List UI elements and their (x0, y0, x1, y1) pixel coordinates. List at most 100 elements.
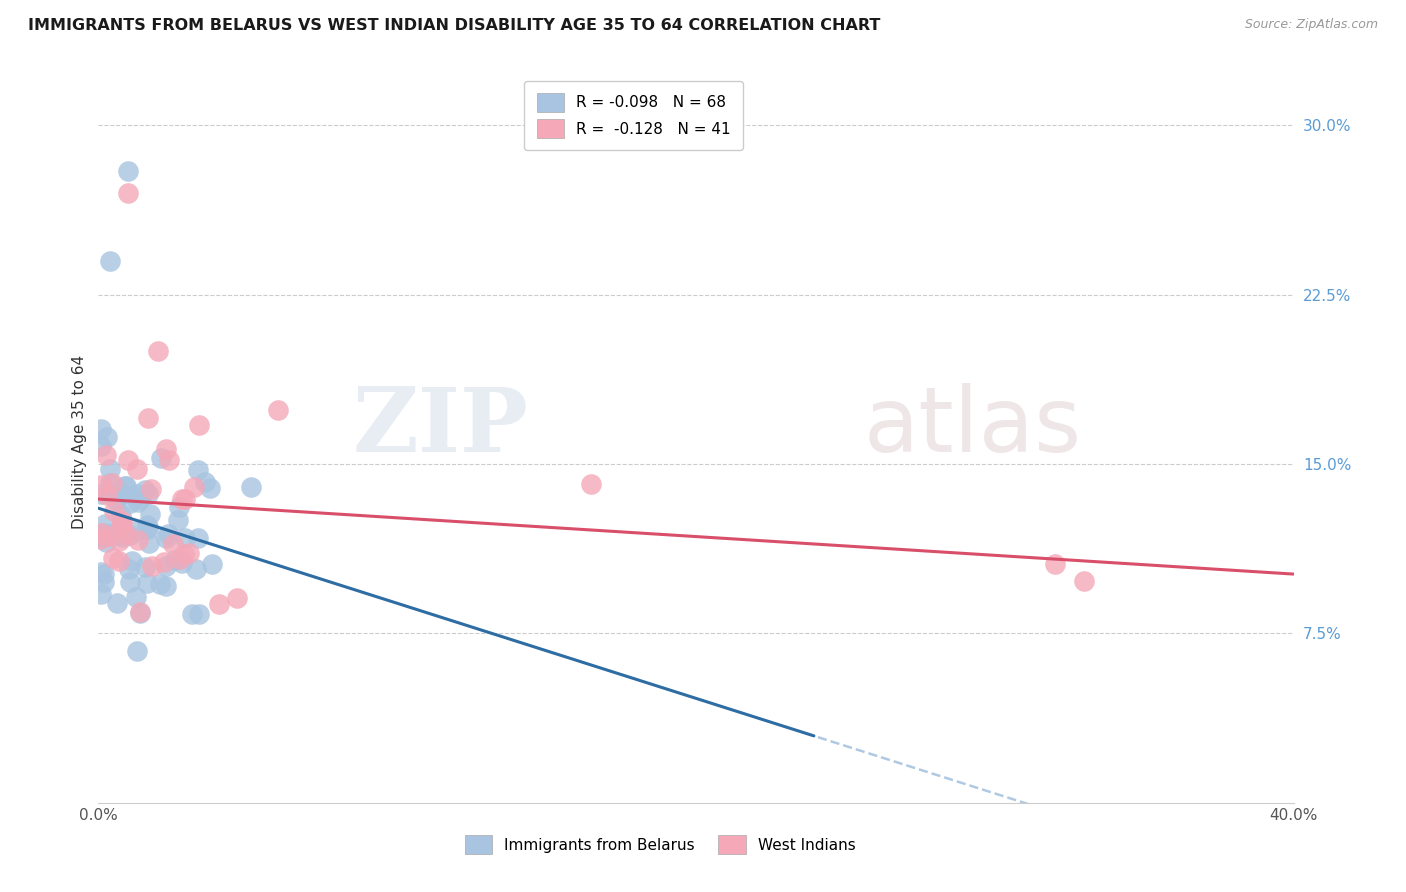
Point (149, 577, 172, 591)
Point (90, 532, 112, 546)
Point (108, 534, 131, 549)
Point (90, 478, 112, 492)
Point (208, 597, 231, 611)
Point (135, 575, 157, 590)
Point (125, 590, 148, 604)
Point (90, 439, 112, 453)
Point (124, 524, 146, 538)
Point (127, 461, 149, 475)
Text: Source: ZipAtlas.com: Source: ZipAtlas.com (1244, 18, 1378, 31)
Point (101, 551, 124, 566)
Point (167, 500, 190, 515)
Point (162, 537, 184, 551)
Point (187, 463, 209, 477)
Point (134, 560, 156, 574)
Point (110, 519, 132, 533)
Point (107, 489, 129, 503)
Point (117, 453, 139, 467)
Point (170, 556, 193, 570)
Point (180, 607, 202, 622)
Point (93, 575, 115, 590)
Point (141, 482, 163, 496)
Legend: Immigrants from Belarus, West Indians: Immigrants from Belarus, West Indians (458, 830, 862, 860)
Point (200, 481, 222, 495)
Point (108, 484, 131, 499)
Point (155, 531, 177, 545)
Point (127, 487, 149, 501)
Point (226, 591, 249, 606)
Point (134, 483, 156, 498)
Point (104, 493, 127, 508)
Text: ZIP: ZIP (353, 384, 529, 471)
Point (93, 566, 115, 581)
Text: atlas: atlas (863, 383, 1081, 471)
Point (117, 163, 139, 178)
Point (90, 525, 112, 540)
Point (90, 486, 112, 500)
Point (138, 410, 160, 425)
Point (105, 528, 128, 542)
Point (165, 553, 187, 567)
Point (90, 587, 112, 601)
Point (125, 644, 148, 658)
Point (201, 558, 224, 572)
Point (127, 533, 149, 547)
Point (148, 344, 170, 359)
Point (166, 513, 188, 527)
Point (173, 547, 195, 561)
Point (114, 479, 136, 493)
Point (96, 430, 118, 444)
Point (120, 575, 142, 590)
Point (129, 605, 152, 619)
Point (105, 490, 128, 504)
Point (98, 462, 121, 476)
Point (90, 530, 112, 544)
Point (93, 525, 115, 540)
Point (110, 508, 132, 522)
Point (136, 522, 159, 536)
Point (149, 450, 172, 465)
Point (173, 492, 195, 507)
Point (240, 480, 263, 494)
Point (194, 475, 217, 489)
Y-axis label: Disability Age 35 to 64: Disability Age 35 to 64 (72, 354, 87, 529)
Point (127, 495, 149, 509)
Point (112, 530, 135, 544)
Point (96, 488, 118, 502)
Point (120, 496, 142, 510)
Point (139, 507, 162, 521)
Point (114, 479, 136, 493)
Point (128, 491, 150, 506)
Point (1043, 557, 1066, 571)
Point (120, 528, 142, 542)
Point (138, 536, 160, 550)
Point (90, 566, 112, 580)
Point (114, 527, 136, 541)
Point (111, 515, 134, 529)
Point (98, 527, 121, 541)
Point (169, 552, 191, 566)
Point (1073, 574, 1095, 588)
Point (118, 562, 141, 576)
Point (187, 607, 209, 622)
Point (98, 475, 121, 490)
Point (157, 452, 180, 467)
Point (111, 519, 134, 533)
Point (90, 422, 112, 436)
Point (581, 477, 603, 491)
Point (135, 518, 157, 533)
Point (97, 529, 120, 543)
Point (179, 546, 201, 560)
Point (155, 558, 177, 573)
Point (187, 531, 209, 545)
Point (103, 504, 125, 518)
Point (101, 476, 124, 491)
Point (94, 517, 117, 532)
Point (94, 448, 117, 462)
Point (184, 562, 207, 576)
Point (117, 186, 139, 201)
Point (136, 487, 159, 501)
Point (94, 535, 117, 549)
Point (121, 554, 143, 568)
Text: IMMIGRANTS FROM BELARUS VS WEST INDIAN DISABILITY AGE 35 TO 64 CORRELATION CHART: IMMIGRANTS FROM BELARUS VS WEST INDIAN D… (28, 18, 880, 33)
